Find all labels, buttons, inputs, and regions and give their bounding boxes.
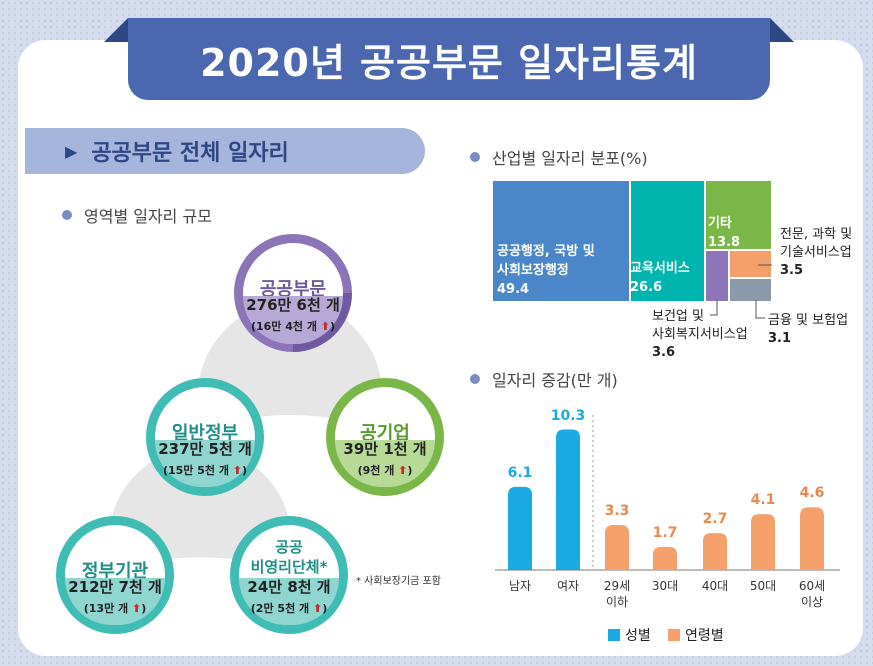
enterprise-value: 39만 1천 개 [343,440,427,458]
treemap-label-f: 금융 및 보험업 3.1 [768,313,849,346]
legend-age: 연령별 [668,625,724,645]
up-arrow-icon: ⬆ [228,464,243,477]
up-arrow-icon: ⬆ [128,602,142,615]
bar-value-label: 1.7 [652,524,678,541]
tm-education [630,180,705,302]
bullet-icon [470,374,480,384]
agencies-values: 212만 7천 개 (13만 개 ⬆) [56,576,174,616]
nonprofit-values: 24만 8천 개 (2만 5천 개 ⬆) [230,576,348,616]
treemap [492,180,772,302]
legend-gender: 성별 [608,625,651,645]
x-tick-label: 남자 [508,579,532,593]
tm-finance [728,277,772,302]
bar-value-label: 6.1 [507,464,533,481]
public-values: 276만 6천 개 (16만 4천 개 ⬆) [234,294,352,334]
scale-heading: 영역별 일자리 규모 [62,203,212,227]
treemap-label-a: 공공행정, 국방 및 사회보장행정 49.4 [497,244,595,297]
x-tick-label: 50대 [749,579,777,593]
enterprise-values: 39만 1천 개 (9천 개 ⬆) [326,438,444,478]
treemap-label-c: 기타 13.8 [708,216,741,250]
tm-other [704,180,772,251]
agencies-value: 212만 7천 개 [68,578,162,596]
bar-value-label: 10.3 [550,407,586,424]
government-increase: (15만 5천 개 ⬆) [162,464,248,477]
treemap-label-e: 전문, 과학 및 기술서비스업 3.5 [780,227,853,278]
bar [800,507,824,570]
bar-value-label: 2.7 [702,511,728,528]
bar [653,546,677,570]
bullet-icon [470,152,480,162]
bar [751,514,775,570]
bullet-icon [62,210,72,220]
bar [703,533,727,570]
bar-value-label: 4.6 [799,485,825,502]
bar [605,525,629,570]
up-arrow-icon: ⬆ [316,320,331,333]
page-title: 2020년 공공부문 일자리통계 [128,18,770,100]
agencies-label: 정부기관 [81,561,149,582]
tm-science [728,250,772,278]
bar-heading: 일자리 증감(만 개) [470,367,618,391]
tm-health [704,250,729,302]
x-tick-label: 여자 [556,579,580,593]
public-value: 276만 6천 개 [246,296,340,314]
banner-fold-right [770,18,794,42]
enterprise-increase: (9천 개 ⬆) [357,464,413,477]
legend-swatch [668,629,680,641]
nonprofit-label: 공공 비영리단체* [250,538,328,576]
treemap-label-b: 교육서비스 26.6 [630,261,690,295]
x-tick-label: 40대 [701,579,729,593]
nonprofit-value: 24만 8천 개 [247,578,331,596]
bar-value-label: 3.3 [604,503,630,519]
banner-fold-left [104,18,128,42]
legend-swatch [608,629,620,641]
nonprofit-increase: (2만 5천 개 ⬆) [250,602,328,615]
agencies-increase: (13만 개 ⬆) [83,602,147,615]
play-icon: ▶ [65,141,78,161]
government-values: 237만 5천 개 (15만 5천 개 ⬆) [146,438,264,478]
public-increase: (16만 4천 개 ⬆) [250,320,336,333]
bar-value-label: 4.1 [750,492,776,509]
up-arrow-icon: ⬆ [309,602,323,615]
treemap-label-d: 보건업 및 사회복지서비스업 3.6 [652,309,748,360]
government-value: 237만 5천 개 [158,440,252,458]
treemap-heading: 산업별 일자리 분포(%) [470,145,648,169]
government-label: 일반정부 [171,423,239,444]
enterprise-label: 공기업 [360,423,410,444]
section-title: 공공부문 전체 일자리 [91,141,289,166]
up-arrow-icon: ⬆ [394,464,408,477]
public-label: 공공부문 [259,279,327,300]
section-header: ▶ 공공부문 전체 일자리 [25,128,425,174]
x-tick-label: 30대 [651,579,679,593]
footnote: * 사회보장기금 포함 [356,576,441,587]
x-tick-label: 29세 이하 [603,579,631,609]
bar [508,486,532,570]
x-tick-label: 60세 이상 [798,579,826,609]
bar [556,429,580,570]
tm-public-admin [492,180,631,302]
